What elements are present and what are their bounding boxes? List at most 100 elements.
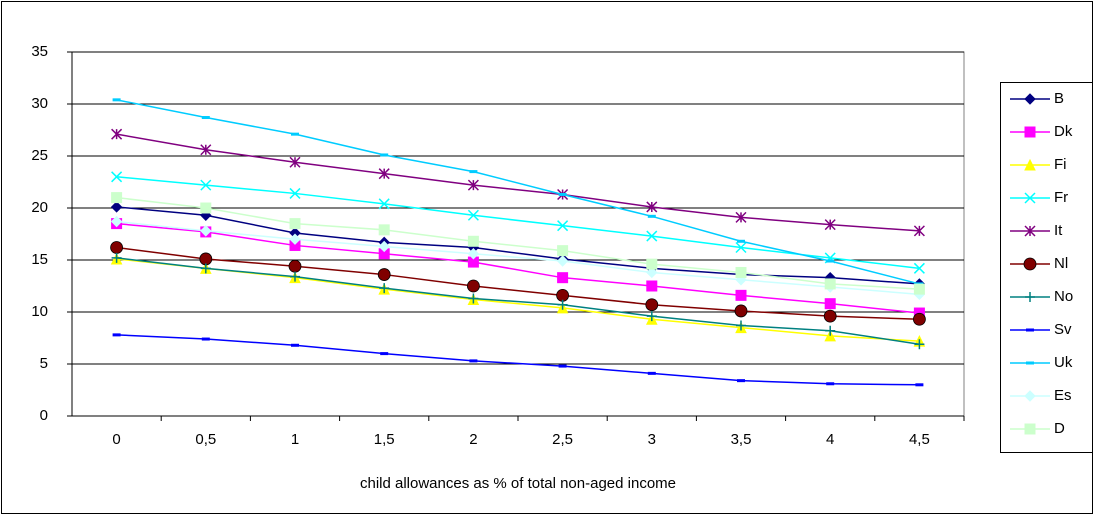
marker: [110, 201, 123, 213]
series-line: [116, 206, 920, 285]
marker: [200, 263, 211, 274]
marker: [557, 299, 568, 310]
marker: [467, 209, 479, 221]
marker: [1026, 361, 1034, 365]
x-axis-title: child allowances as % of total non-aged …: [360, 475, 676, 492]
marker: [556, 255, 569, 267]
marker: [824, 298, 836, 310]
marker: [646, 201, 658, 213]
legend-label: Es: [1054, 387, 1072, 404]
marker: [647, 214, 656, 218]
marker: [378, 224, 390, 236]
marker: [646, 258, 658, 270]
marker: [111, 192, 123, 204]
marker: [824, 219, 836, 231]
marker: [466, 279, 480, 293]
marker: [380, 153, 389, 157]
marker: [380, 352, 389, 356]
marker: [557, 272, 569, 284]
marker: [378, 240, 390, 253]
marker: [289, 156, 301, 168]
marker: [735, 289, 747, 301]
marker: [645, 298, 659, 312]
x-tick-label: 2,5: [552, 431, 573, 448]
marker: [288, 259, 302, 273]
marker: [914, 339, 925, 350]
marker: [646, 266, 658, 279]
marker: [379, 283, 390, 294]
marker: [1024, 390, 1036, 402]
marker: [826, 382, 835, 386]
marker: [112, 98, 121, 102]
x-tick-label: 0: [112, 431, 120, 448]
marker: [467, 248, 480, 260]
legend-label: Dk: [1054, 123, 1073, 140]
marker: [110, 241, 123, 254]
marker: [824, 278, 836, 290]
y-tick-label: 20: [31, 199, 48, 216]
marker: [291, 132, 299, 136]
marker: [112, 333, 121, 337]
series-line: [116, 222, 920, 314]
x-tick-label: 4,5: [909, 431, 930, 448]
y-tick-label: 25: [31, 147, 48, 164]
marker: [735, 266, 747, 278]
marker: [647, 371, 656, 375]
x-tick-label: 0,5: [195, 431, 216, 448]
marker: [558, 192, 567, 196]
marker: [646, 280, 658, 292]
marker: [1024, 192, 1036, 204]
marker: [1024, 423, 1036, 435]
marker: [467, 235, 479, 247]
marker: [289, 218, 301, 230]
marker: [200, 144, 212, 156]
marker: [469, 359, 478, 363]
marker: [734, 304, 748, 318]
marker: [915, 383, 924, 387]
legend-label: No: [1054, 288, 1073, 305]
marker: [558, 364, 567, 368]
marker: [377, 268, 391, 281]
marker: [913, 262, 925, 274]
marker: [290, 271, 300, 282]
marker: [200, 202, 212, 214]
legend-label: Fr: [1054, 189, 1068, 206]
series-line: [116, 246, 920, 321]
y-tick-label: 15: [31, 251, 48, 268]
marker: [737, 379, 745, 383]
legend-label: Fi: [1054, 156, 1067, 173]
legend-label: D: [1054, 420, 1065, 437]
marker: [467, 179, 479, 191]
marker: [646, 311, 657, 322]
marker: [735, 211, 747, 223]
x-tick-label: 3: [648, 431, 656, 448]
marker: [1023, 257, 1037, 271]
marker: [111, 252, 122, 263]
series-line: [116, 176, 920, 270]
y-tick-label: 30: [31, 95, 48, 112]
y-tick-label: 0: [40, 407, 48, 424]
marker: [200, 225, 212, 237]
marker: [289, 233, 301, 245]
marker: [736, 320, 746, 331]
marker: [646, 230, 658, 242]
x-tick-label: 3,5: [731, 431, 752, 448]
marker: [111, 128, 123, 140]
marker: [289, 187, 301, 199]
marker: [201, 116, 210, 120]
marker: [913, 283, 925, 295]
marker: [825, 325, 836, 336]
legend-label: It: [1054, 222, 1063, 239]
marker: [913, 312, 926, 326]
marker: [201, 337, 210, 341]
marker: [378, 198, 390, 210]
x-tick-label: 2: [469, 431, 477, 448]
marker: [824, 329, 837, 342]
series-line: [116, 220, 920, 296]
marker: [557, 220, 569, 232]
marker: [200, 179, 212, 191]
legend-label: Uk: [1054, 354, 1073, 371]
y-tick-label: 35: [31, 43, 48, 60]
